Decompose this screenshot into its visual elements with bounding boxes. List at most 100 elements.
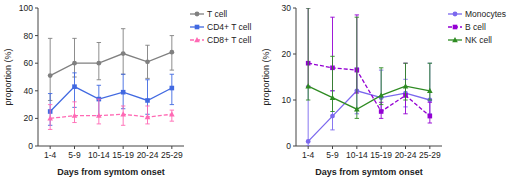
- error-bar-cap: [170, 110, 174, 111]
- error-bar-cap: [48, 93, 52, 94]
- error-bar: [145, 45, 149, 78]
- legend-entry: B cell: [448, 22, 486, 32]
- error-bar: [97, 99, 101, 124]
- error-bar-stem: [356, 17, 357, 118]
- error-bar-cap: [379, 67, 383, 68]
- error-bar-cap: [170, 70, 174, 71]
- marker-triangle: [145, 114, 151, 119]
- error-bar-cap: [330, 129, 334, 130]
- error-bar-cap: [72, 38, 76, 39]
- plot-area: [47, 29, 174, 130]
- error-bar-cap: [97, 42, 101, 43]
- legend-label: CD8+ T cell: [207, 35, 251, 45]
- error-bar-cap: [72, 122, 76, 123]
- x-tick-label: 25-29: [161, 150, 183, 160]
- error-bar-cap: [97, 99, 101, 100]
- error-bar-stem: [405, 63, 406, 114]
- y-tick-label: 80: [24, 31, 34, 41]
- error-bar-cap: [121, 28, 125, 29]
- error-bar-cap: [379, 104, 383, 105]
- series: [306, 8, 432, 123]
- series: [47, 99, 174, 129]
- error-bar-cap: [121, 74, 125, 75]
- y-tick: [35, 63, 38, 64]
- marker-triangle: [330, 95, 336, 100]
- error-bar: [48, 38, 52, 100]
- x-tick-label: 1-4: [302, 150, 315, 160]
- error-bar-cap: [306, 8, 310, 9]
- error-bar: [379, 102, 383, 118]
- series-line: [308, 63, 430, 116]
- x-tick: [98, 146, 99, 149]
- error-bar-cap: [145, 79, 149, 80]
- marker-triangle: [452, 37, 458, 42]
- marker-triangle: [120, 111, 126, 116]
- y-tick: [293, 54, 296, 55]
- error-bar-cap: [403, 63, 407, 64]
- error-bar-cap: [170, 74, 174, 75]
- y-axis-label: proportion (%): [261, 48, 271, 105]
- error-bar-cap: [145, 105, 149, 106]
- marker-circle: [145, 59, 150, 64]
- error-bar-cap: [72, 101, 76, 102]
- error-bar-stem: [98, 99, 99, 124]
- error-bar-cap: [97, 79, 101, 80]
- error-bar-cap: [48, 38, 52, 39]
- error-bar: [306, 8, 310, 100]
- error-bar-cap: [48, 104, 52, 105]
- y-tick-label: 0: [28, 141, 33, 151]
- error-bar: [355, 17, 359, 118]
- error-bar-cap: [403, 113, 407, 114]
- error-bar: [170, 110, 174, 121]
- marker-triangle: [403, 83, 409, 88]
- x-axis-line: [296, 146, 442, 147]
- error-bar: [72, 102, 76, 123]
- error-bar-cap: [121, 125, 125, 126]
- marker-triangle: [47, 115, 53, 120]
- error-bar-cap: [355, 14, 359, 15]
- marker-square: [379, 109, 384, 114]
- marker-square: [195, 25, 200, 30]
- panel: 01020301-45-910-1415-1920-2425-29Days fr…: [261, 3, 506, 177]
- error-bar: [72, 38, 76, 77]
- y-tick-label: 10: [282, 95, 292, 105]
- y-tick-label: 20: [282, 49, 292, 59]
- y-tick-label: 40: [24, 86, 34, 96]
- x-tick-label: 5-9: [68, 150, 81, 160]
- y-tick: [35, 118, 38, 119]
- x-tick: [381, 146, 382, 149]
- error-bar-cap: [355, 17, 359, 18]
- marker-triangle: [72, 113, 78, 118]
- error-bar: [428, 63, 432, 100]
- error-bar-stem: [429, 63, 430, 100]
- error-bar-cap: [428, 123, 432, 124]
- x-tick: [171, 146, 172, 149]
- y-tick-label: 60: [24, 58, 34, 68]
- plot-area: [305, 8, 432, 146]
- marker-square: [428, 114, 433, 119]
- legend-entry: Monocytes: [448, 9, 506, 19]
- x-tick: [429, 146, 430, 149]
- error-bar-stem: [332, 56, 333, 111]
- error-bar-cap: [428, 63, 432, 64]
- chart-canvas: 0204060801001-45-910-1415-1920-2425-29Da…: [0, 0, 516, 191]
- error-bar: [170, 74, 174, 104]
- error-bar: [379, 68, 383, 105]
- marker-triangle: [305, 83, 311, 88]
- error-bar: [48, 105, 52, 130]
- error-bar-cap: [121, 74, 125, 75]
- error-bar: [145, 106, 149, 124]
- error-bar-cap: [145, 78, 149, 79]
- marker-triangle: [427, 88, 433, 93]
- x-tick: [50, 146, 51, 149]
- y-tick: [35, 90, 38, 91]
- error-bar-stem: [429, 102, 430, 123]
- y-axis-label: proportion (%): [3, 48, 13, 105]
- legend-label: T cell: [207, 9, 227, 19]
- marker-circle: [453, 12, 458, 17]
- y-axis-line: [38, 8, 39, 146]
- legend-label: B cell: [465, 22, 486, 32]
- error-bar-cap: [428, 102, 432, 103]
- marker-circle: [48, 73, 53, 78]
- marker-square: [170, 86, 175, 91]
